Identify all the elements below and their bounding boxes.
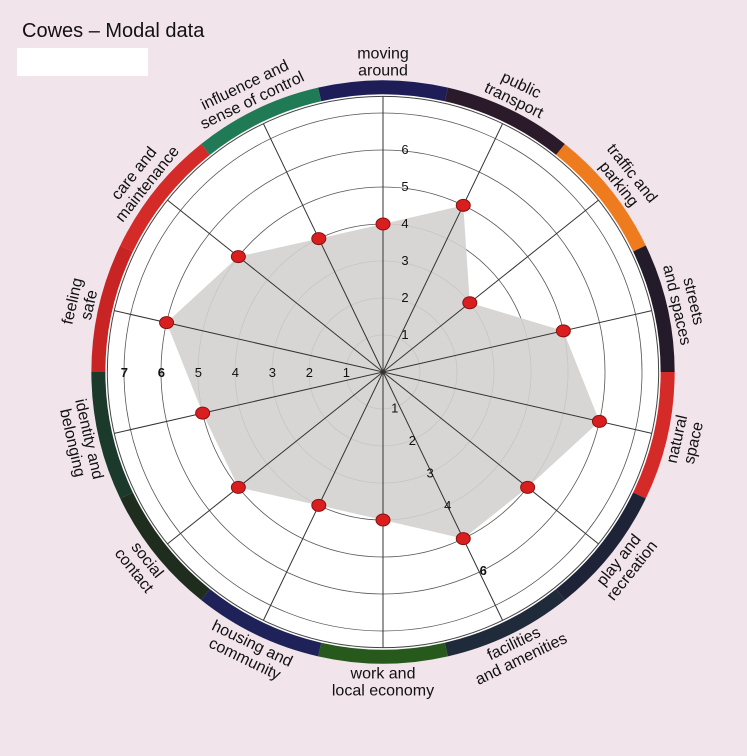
- tick-label-horizontal: 3: [269, 365, 276, 380]
- data-point: [230, 250, 246, 264]
- segment-band: [91, 245, 133, 372]
- segment-band: [633, 372, 675, 499]
- spoke-line: [382, 371, 504, 621]
- segment-band: [201, 87, 322, 155]
- tick-label-diagonal: 1: [391, 400, 398, 415]
- spoke-line: [382, 199, 599, 373]
- segment-band: [444, 87, 565, 155]
- subtitle-box: [17, 48, 148, 76]
- data-point: [375, 217, 391, 231]
- data-point: [230, 480, 246, 494]
- segment-band: [556, 143, 646, 252]
- tick-label-horizontal: 2: [306, 365, 313, 380]
- tick-label-horizontal: 4: [232, 365, 239, 380]
- segment-band: [633, 245, 675, 372]
- spoke-line: [382, 371, 599, 545]
- data-point: [520, 480, 536, 494]
- page-title: Cowes – Modal data: [22, 20, 205, 42]
- segment-band: [318, 80, 448, 102]
- spoke-line: [262, 123, 384, 373]
- segment-band: [318, 642, 448, 664]
- data-point: [159, 316, 175, 330]
- spoke-line: [167, 199, 384, 373]
- category-label-line: work and: [350, 666, 416, 683]
- tick-label-diagonal: 4: [444, 498, 451, 513]
- spoke-line: [114, 310, 384, 373]
- tick-label-vertical: 4: [401, 216, 408, 231]
- data-point: [311, 232, 327, 246]
- tick-label-diagonal: 2: [409, 433, 416, 448]
- tick-label-horizontal: 7: [121, 365, 128, 380]
- category-label-line: local economy: [332, 683, 434, 700]
- data-point: [462, 296, 478, 310]
- spoke-line: [382, 371, 652, 434]
- data-point: [195, 406, 211, 420]
- tick-label-horizontal: 1: [343, 365, 350, 380]
- category-label-line: moving: [357, 46, 409, 63]
- category-label-line: around: [358, 63, 408, 80]
- spoke-line: [382, 123, 504, 373]
- data-point: [375, 513, 391, 527]
- spoke-line: [262, 371, 384, 621]
- data-point: [555, 324, 571, 338]
- segment-band: [444, 589, 565, 657]
- tick-label-diagonal: 3: [426, 465, 433, 480]
- tick-label-vertical: 5: [401, 179, 408, 194]
- data-point: [455, 198, 471, 212]
- segment-band: [91, 372, 133, 499]
- category-label-line: safe: [78, 288, 101, 321]
- spoke-line: [114, 371, 384, 434]
- data-point: [591, 414, 607, 428]
- spoke-line: [382, 310, 652, 373]
- tick-label-vertical: 3: [401, 253, 408, 268]
- data-point: [311, 498, 327, 512]
- segment-band: [120, 143, 210, 252]
- data-point: [455, 532, 471, 546]
- tick-label-horizontal: 6: [158, 365, 165, 380]
- tick-label-horizontal: 5: [195, 365, 202, 380]
- segment-band: [201, 589, 322, 657]
- tick-label-vertical: 1: [401, 327, 408, 342]
- tick-label-vertical: 2: [401, 290, 408, 305]
- tick-label-vertical: 6: [401, 142, 408, 157]
- spoke-line: [167, 371, 384, 545]
- tick-label-diagonal: 6: [480, 563, 487, 578]
- segment-band: [120, 492, 210, 601]
- segment-band: [556, 492, 646, 601]
